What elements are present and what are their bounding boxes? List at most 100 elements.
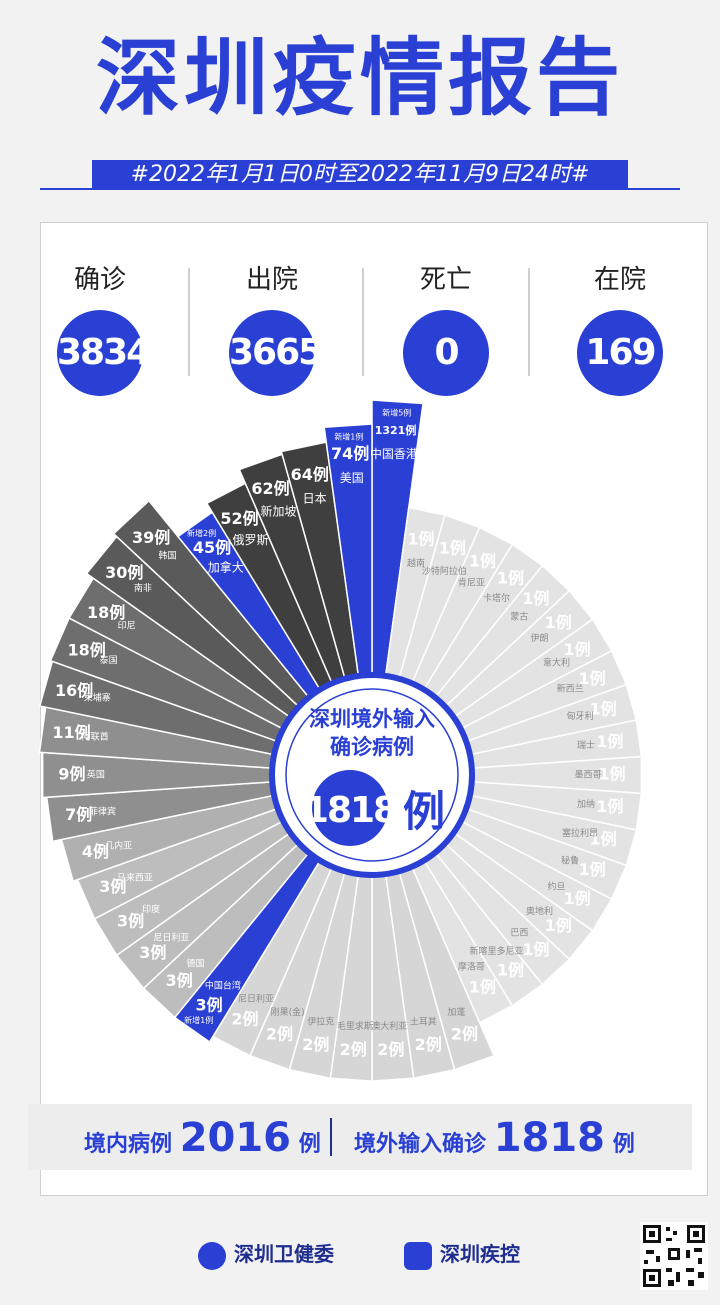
slice-value-label: 2例 [231, 1010, 258, 1029]
slice-note-label: 新增5例 [382, 407, 411, 417]
slice-name-label: 印尼 [118, 619, 136, 631]
slice-name-label: 印度 [142, 903, 160, 915]
slice-value-label: 1例 [469, 978, 496, 997]
slice-value-label: 1例 [596, 732, 623, 751]
slice-name-label: 蒙古 [510, 611, 528, 623]
page-title: 深圳疫情报告 [95, 29, 624, 127]
slice-name-label: 几内亚 [105, 839, 132, 851]
domestic-label: 境内病例 [84, 1132, 173, 1157]
imported-label: 境外输入确诊 [354, 1132, 487, 1157]
stat-discharged-label: 出院 [245, 265, 298, 295]
slice-name-label: 俄罗斯 [233, 533, 269, 547]
center-number-badge [312, 770, 388, 846]
slice-name-label: 卡塔尔 [483, 592, 510, 604]
slice-value-label: 2例 [377, 1040, 404, 1059]
slice-name-label: 伊朗 [531, 632, 549, 644]
slice-name-label: 尼日利亚 [238, 992, 274, 1004]
slice-value-label: 52例 [220, 509, 258, 528]
slice-value-label: 1例 [563, 889, 590, 908]
slice-name-label: 伊拉克 [307, 1015, 334, 1027]
slice-value-label: 39例 [132, 528, 170, 547]
domestic-value: 2016 [179, 1115, 292, 1161]
slice-name-label: 加拿大 [208, 559, 244, 574]
slice-name-label: 巴西 [510, 927, 528, 938]
slice-name-label: 瑞士 [577, 739, 595, 751]
slice-value-label: 1例 [497, 961, 524, 980]
stat-confirmed: 确诊 3834 [30, 262, 170, 396]
slice-value-label: 16例 [55, 681, 93, 700]
slice-name-label: 新加坡 [261, 504, 297, 519]
slice-value-label: 30例 [105, 563, 143, 582]
slice-value-label: 1例 [590, 829, 617, 848]
slice-name-label: 马来西亚 [117, 873, 153, 884]
imported-summary: 境外输入确诊 1818 例 [354, 1116, 635, 1167]
slice-value-label: 45例 [193, 538, 231, 557]
slice-name-label: 泰国 [100, 654, 118, 666]
footer-org-health-commission[interactable]: 深圳卫健委 [198, 1238, 334, 1270]
slice-value-label: 3例 [166, 971, 193, 990]
slice-note-label: 新增2例 [187, 528, 216, 538]
slice-value-label: 2例 [451, 1025, 478, 1044]
stat-confirmed-label: 确诊 [73, 265, 126, 295]
slice-name-label: 意大利 [543, 656, 570, 668]
footer-org-cdc[interactable]: 深圳疾控 [404, 1238, 520, 1270]
slice-value-label: 3例 [117, 911, 144, 930]
slice-name-label: 土耳其 [410, 1015, 437, 1027]
slice-name-label: 匈牙利 [566, 710, 593, 722]
stat-discharged-value: 3665 [229, 310, 323, 396]
imported-unit: 例 [612, 1132, 635, 1157]
stat-hospitalized-label: 在院 [593, 265, 646, 295]
slice-value-label: 1例 [439, 538, 466, 557]
domestic-unit: 例 [298, 1132, 321, 1157]
stat-hospitalized: 在院 169 [550, 262, 690, 396]
slice-value-label: 1例 [596, 797, 623, 816]
slice-name-label: 新西兰 [557, 682, 584, 694]
slice-name-label: 德国 [187, 957, 205, 969]
health-commission-logo-icon [198, 1241, 226, 1270]
slice-value-label: 1例 [522, 589, 549, 608]
slice-value-label: 4例 [82, 842, 109, 861]
slice-name-label: 奥地利 [526, 905, 553, 917]
imported-value: 1818 [493, 1115, 606, 1161]
slice-name-label: 加纳 [577, 798, 595, 810]
slice-name-label: 中国台湾 [205, 980, 241, 992]
center-title-line2: 确诊病例 [330, 735, 414, 759]
slice-name-label: 柬埔寨 [84, 692, 111, 704]
date-range-band: #2022年1月1日0时至2022年11月9日24时# [92, 160, 628, 190]
stat-deaths: 死亡 0 [376, 262, 516, 396]
stat-divider [188, 268, 190, 376]
slice-value-label: 1例 [407, 530, 434, 549]
stat-deaths-value: 0 [403, 310, 489, 396]
slice-name-label: 新喀里多尼亚 [470, 945, 524, 957]
slice-value-label: 74例 [331, 444, 369, 463]
slice-value-label: 1例 [545, 613, 572, 632]
slice-name-label: 美国 [340, 471, 364, 485]
slice-value-label: 9例 [58, 765, 85, 784]
slice-name-label: 沙特阿拉伯 [422, 565, 467, 577]
slice-note-label: 新增1例 [184, 1015, 213, 1025]
summary-divider [330, 1118, 332, 1156]
slice-value-label: 3例 [99, 877, 126, 896]
slice-value-label: 1例 [563, 640, 590, 659]
qr-code-icon[interactable] [640, 1222, 708, 1290]
slice-value-label: 1例 [469, 551, 496, 570]
slice-value-label: 1例 [522, 940, 549, 959]
slice-value-label: 1例 [579, 860, 606, 879]
slice-value-label: 2例 [415, 1035, 442, 1054]
slice-value-label: 2例 [302, 1035, 329, 1054]
slice-value-label: 64例 [291, 465, 329, 484]
slice-name-label: 韩国 [159, 550, 177, 562]
slice-value-label: 1例 [590, 700, 617, 719]
summary-bar: 境内病例 2016 例 境外输入确诊 1818 例 [28, 1104, 692, 1170]
slice-value-label: 11例 [52, 723, 90, 742]
slice-value-label: 1例 [497, 568, 524, 587]
slice-value-label: 18例 [67, 641, 105, 660]
slice-name-label: 刚果(金) [271, 1006, 305, 1018]
footer-org2-label: 深圳疾控 [440, 1242, 520, 1266]
slice-value-label: 18例 [87, 603, 125, 622]
stat-hospitalized-value: 169 [577, 310, 663, 396]
slice-value-label: 7例 [65, 805, 92, 824]
slice-name-label: 毛里求斯 [337, 1020, 373, 1032]
stat-deaths-label: 死亡 [419, 265, 472, 295]
domestic-summary: 境内病例 2016 例 [84, 1116, 321, 1167]
